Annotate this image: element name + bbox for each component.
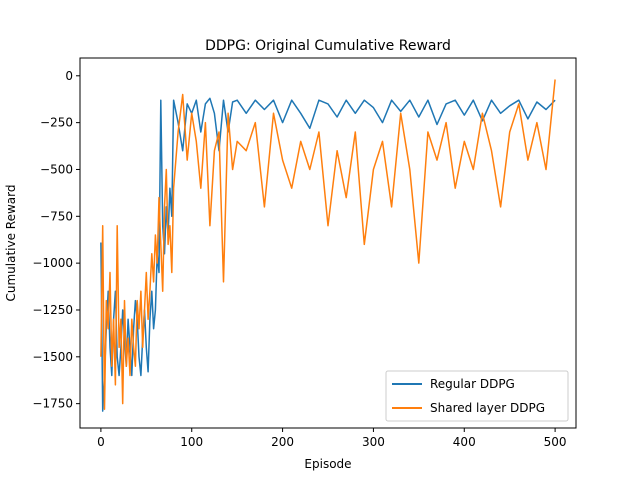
axes-frame [79, 57, 577, 429]
legend-label-shared-layer-ddpg: Shared layer DDPG [430, 401, 545, 415]
x-tick-label: 300 [362, 435, 385, 449]
series-line-shared-layer-ddpg [100, 79, 556, 411]
x-tick-label: 400 [453, 435, 476, 449]
legend-label-regular-ddpg: Regular DDPG [430, 377, 515, 391]
y-axis-label: Cumulative Reward [4, 185, 18, 302]
legend-frame [385, 370, 569, 422]
chart-title: DDPG: Original Cumulative Reward [205, 38, 451, 54]
y-axis-ticks: −1750 −1500 −1250 −1000 −750 −500 −250 0 [32, 69, 80, 411]
y-tick-label: −1500 [32, 350, 73, 364]
y-tick-label: −1000 [32, 256, 73, 270]
series-layer [100, 79, 556, 412]
y-tick-label: −750 [40, 209, 73, 223]
x-axis-label: Episode [304, 457, 351, 471]
x-tick-label: 0 [97, 435, 105, 449]
x-tick-label: 100 [180, 435, 203, 449]
x-tick-label: 500 [544, 435, 567, 449]
x-tick-label: 200 [271, 435, 294, 449]
y-tick-label: −250 [40, 116, 73, 130]
y-tick-label: −1250 [32, 303, 73, 317]
series-line-regular-ddpg [100, 97, 556, 412]
x-axis-ticks: 0 100 200 300 400 500 [97, 428, 567, 449]
legend: Regular DDPG Shared layer DDPG [385, 370, 569, 422]
y-tick-label: 0 [65, 69, 73, 83]
y-tick-label: −1750 [32, 397, 73, 411]
plot-area: 0 100 200 300 400 500 −1750 −1500 −1250 −1000 −75… [32, 57, 577, 449]
y-tick-label: −500 [40, 162, 73, 176]
